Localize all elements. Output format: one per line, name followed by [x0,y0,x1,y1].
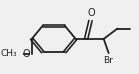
Text: O: O [87,7,95,18]
Text: Br: Br [103,56,113,65]
Text: O: O [23,49,30,59]
Text: CH₃: CH₃ [0,49,17,58]
